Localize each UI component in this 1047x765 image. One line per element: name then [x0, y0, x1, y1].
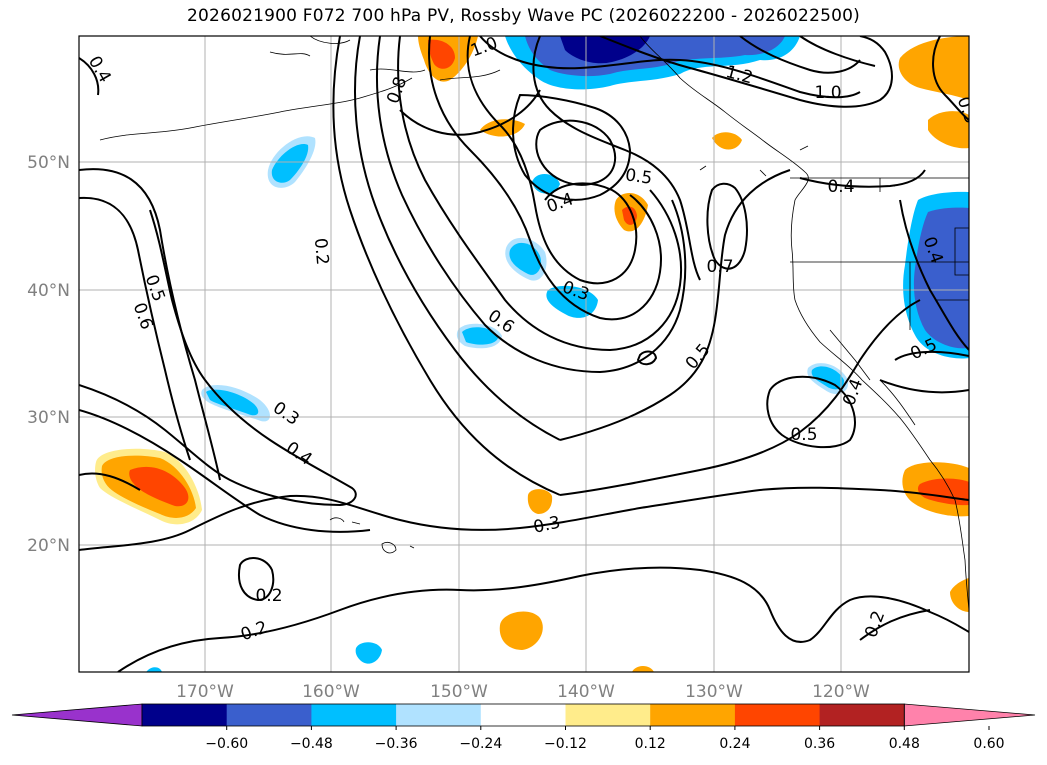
colorbar-segment: [396, 704, 482, 726]
lat-label: 30°N: [27, 408, 70, 428]
colorbar-extend-high: [903, 703, 1036, 727]
lon-label: 160°W: [302, 682, 360, 702]
anomaly-shading: [95, 36, 969, 672]
colorbar-tick-label: −0.60: [205, 736, 248, 752]
contour-label: 0.5: [790, 425, 817, 445]
colorbar-tick-label: 0.12: [635, 736, 666, 752]
colorbar-frame: [141, 703, 905, 727]
pv-contours: [79, 36, 969, 672]
longitude-labels: 170°W 160°W 150°W 140°W 130°W 120°W: [176, 682, 870, 702]
contour-label: 0.7: [706, 257, 733, 277]
colorbar-segment: [142, 704, 228, 726]
colorbar-tick-label: 0.24: [719, 736, 750, 752]
colorbar-segment: [226, 704, 312, 726]
colorbar-segment: [650, 704, 736, 726]
colorbar-segment: [311, 704, 397, 726]
contour-label: 0.4: [827, 177, 854, 197]
colorbar-segment: [734, 704, 821, 726]
lon-label: 150°W: [430, 682, 488, 702]
lon-label: 130°W: [685, 682, 743, 702]
colorbar-segment: [819, 704, 905, 726]
latitude-labels: 50°N 40°N 30°N 20°N: [27, 153, 70, 556]
lat-label: 20°N: [27, 536, 70, 556]
colorbar-tick-label: −0.48: [290, 736, 333, 752]
contour-label: 0.5: [624, 165, 654, 189]
plot-area: 0.4 1.0 0.8 1.2 1.0 0.3 0.5 0.4 0.4 0.2 …: [79, 36, 969, 672]
gridlines: [79, 36, 969, 672]
colorbar: −0.60 −0.48 −0.36 −0.24 −0.12 0.12 0.24 0.36 0.4…: [11, 703, 1036, 752]
colorbar-segment: [480, 704, 566, 726]
map-title: 2026021900 F072 700 hPa PV, Rossby Wave …: [187, 6, 860, 26]
contour-label: 0.2: [310, 237, 332, 266]
colorbar-segment: [565, 704, 651, 726]
colorbar-tick-label: 0.36: [804, 736, 835, 752]
colorbar-tick-label: 0.60: [973, 736, 1004, 752]
colorbar-tick-label: 0.48: [889, 736, 920, 752]
contour-label: 0.2: [255, 586, 282, 606]
lon-label: 170°W: [176, 682, 234, 702]
colorbar-tick-label: −0.36: [375, 736, 418, 752]
lon-label: 120°W: [812, 682, 870, 702]
lat-label: 50°N: [27, 153, 70, 173]
contour-label: 1.0: [814, 83, 841, 103]
colorbar-tick-label: −0.12: [544, 736, 587, 752]
lat-label: 40°N: [27, 281, 70, 301]
colorbar-tick-label: −0.24: [459, 736, 502, 752]
coastlines: [99, 36, 969, 611]
colorbar-extend-low: [11, 703, 143, 727]
lon-label: 140°W: [557, 682, 615, 702]
plot-frame: [78, 35, 970, 673]
